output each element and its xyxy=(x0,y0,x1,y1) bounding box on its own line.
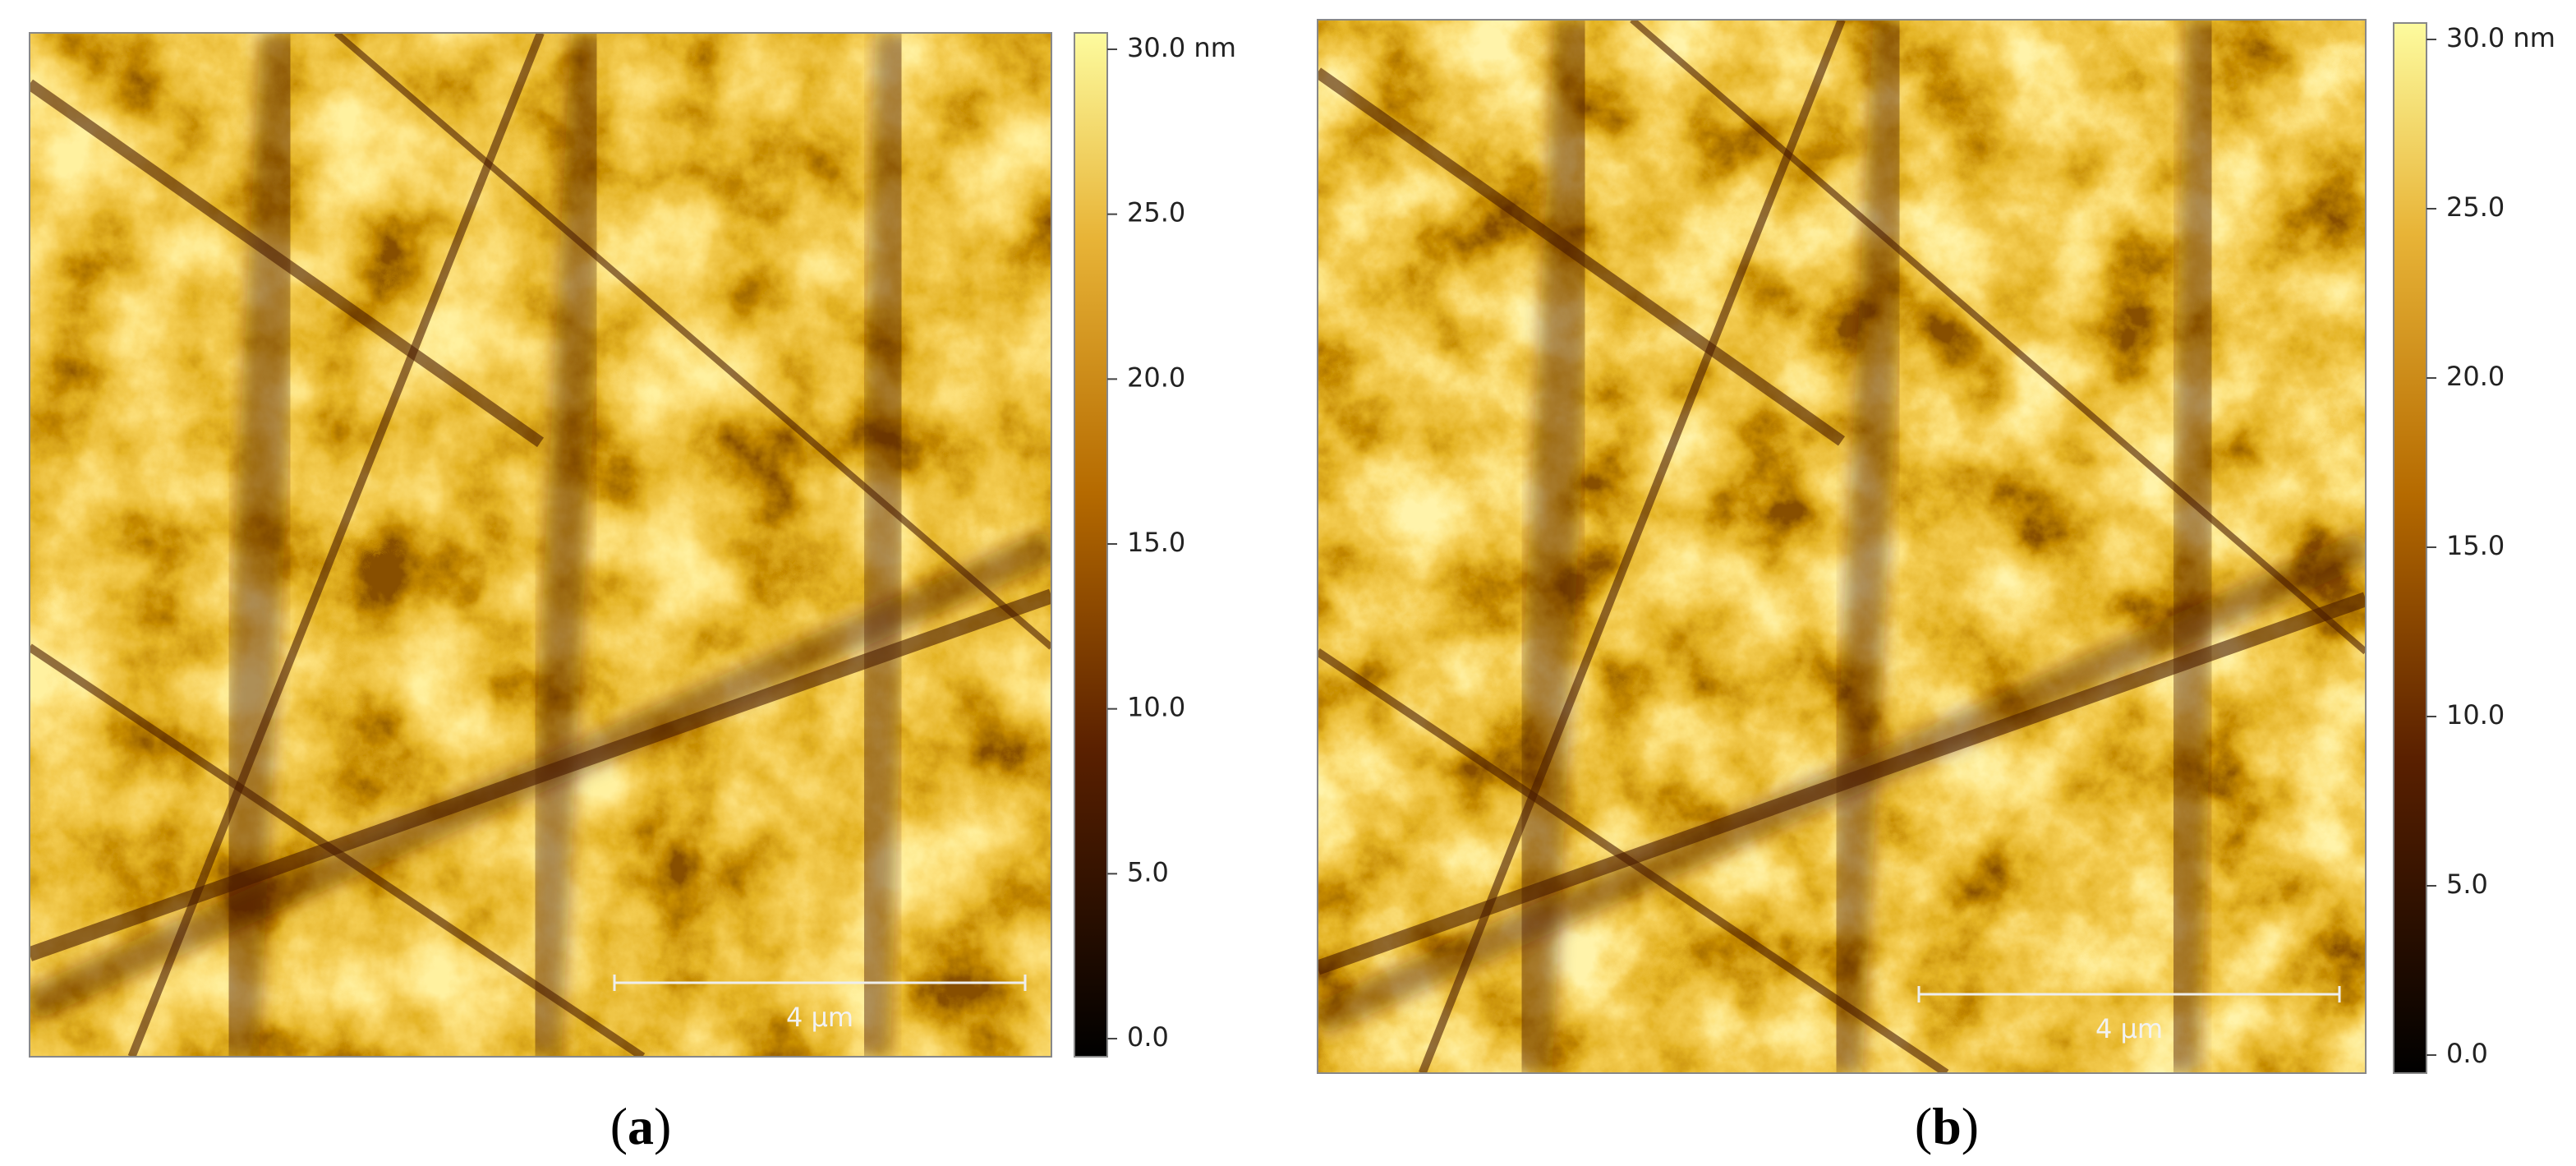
panel-caption: (b) xyxy=(1915,1097,1979,1155)
colorbar-tick-label: 20.0 xyxy=(2446,361,2505,392)
colorbar-tick-label: 30.0 nm xyxy=(1127,32,1236,63)
colorbar-tick-label: 5.0 xyxy=(2446,869,2488,900)
image-border xyxy=(1317,19,2367,1074)
colorbar-tick-label: 15.0 xyxy=(2446,530,2505,561)
valley xyxy=(1630,20,2366,655)
panel: 4 µm 0.0 5.0 10.0 15.0 20.0 25.0 30.0 nm (b) xyxy=(1317,19,2555,1155)
valley xyxy=(520,33,613,1057)
valley xyxy=(1821,20,1915,1073)
colorbar-tick-label: 0.0 xyxy=(2446,1038,2488,1069)
valley xyxy=(844,33,921,1057)
valley xyxy=(1318,648,1949,1073)
colorbar-tick-label: 10.0 xyxy=(2446,699,2505,730)
valley xyxy=(334,33,1051,650)
valley xyxy=(1318,67,1846,446)
colorbar-tick-label: 10.0 xyxy=(1127,692,1185,723)
colorbar-tick-label: 5.0 xyxy=(1127,856,1169,887)
valley xyxy=(2154,20,2232,1073)
colorbar-tick-label: 25.0 xyxy=(2446,191,2505,223)
afm-image xyxy=(30,33,1051,1057)
colorbar-tick-label: 0.0 xyxy=(1127,1021,1169,1053)
valley xyxy=(127,33,545,1057)
panel: 4 µm 0.0 5.0 10.0 15.0 20.0 25.0 30.0 nm (a) xyxy=(29,32,1236,1155)
colorbar-tick-label: 20.0 xyxy=(1127,362,1185,393)
colorbar xyxy=(2393,22,2427,1074)
valley xyxy=(30,79,545,448)
afm-image xyxy=(1318,20,2366,1073)
colorbar-tick-label: 25.0 xyxy=(1127,197,1185,228)
scale-bar-label: 4 µm xyxy=(2095,1013,2163,1044)
valley xyxy=(1418,20,1846,1073)
colorbar xyxy=(1074,32,1108,1058)
colorbar-tick-label: 15.0 xyxy=(1127,527,1185,558)
valley xyxy=(30,643,646,1057)
scale-bar-label: 4 µm xyxy=(786,1002,853,1033)
panel-caption: (a) xyxy=(610,1097,672,1155)
colorbar-tick-label: 30.0 nm xyxy=(2446,22,2555,53)
image-border xyxy=(29,32,1052,1058)
